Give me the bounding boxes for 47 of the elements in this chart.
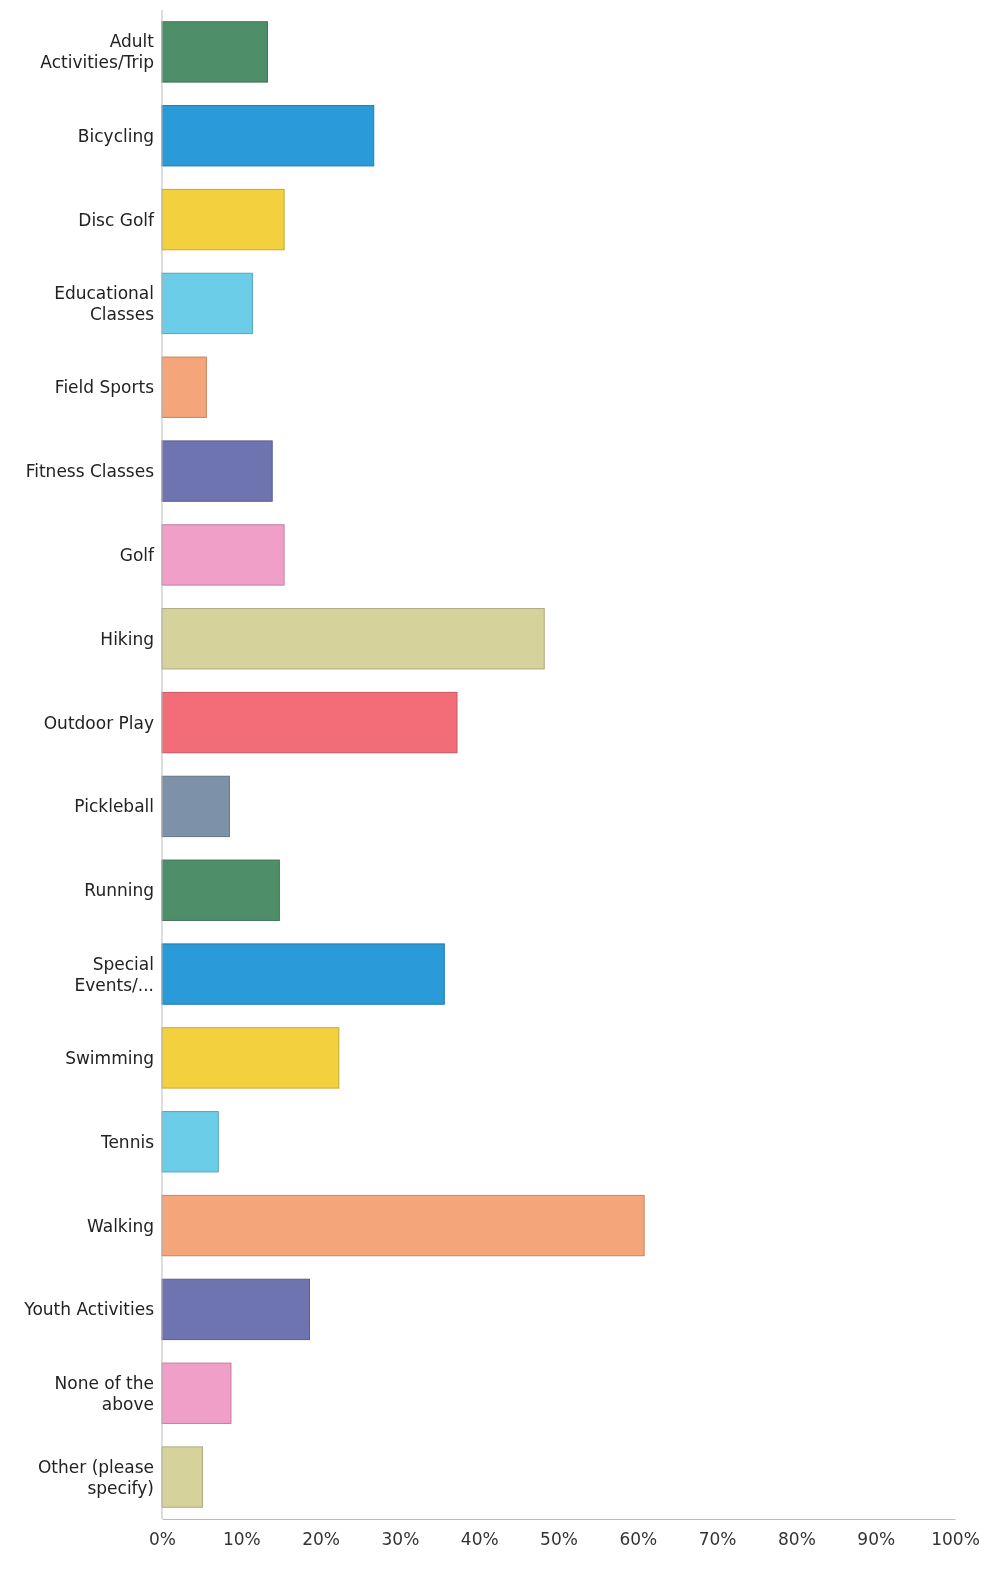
y-tick-label: Outdoor Play <box>43 712 154 733</box>
y-tick-label: Youth Activities <box>23 1299 155 1320</box>
bar <box>161 608 545 670</box>
y-tick-label: Golf <box>119 544 155 565</box>
y-tick-label: Adult Activities/Trip <box>40 31 155 73</box>
x-tick-label: 30% <box>381 1529 420 1550</box>
bar <box>161 1194 645 1257</box>
bar <box>161 188 285 251</box>
y-tick-label: Other (please specify) <box>37 1456 154 1498</box>
x-tick-label: 90% <box>857 1529 896 1550</box>
y-tick-label: Hiking <box>100 628 154 649</box>
y-tick-label: Bicycling <box>77 125 154 146</box>
y-tick-label: Special Events/... <box>74 953 154 995</box>
y-tick-label: Walking <box>87 1215 154 1236</box>
x-tick-label: 40% <box>460 1529 499 1550</box>
x-tick-label: 70% <box>698 1529 737 1550</box>
bar <box>161 691 458 754</box>
y-tick-label: None of the above <box>54 1372 154 1414</box>
bar <box>161 943 445 1005</box>
x-tick-label: 20% <box>302 1529 340 1550</box>
y-tick-label: Running <box>84 880 154 901</box>
bar <box>161 105 375 167</box>
x-tick-label: 60% <box>619 1529 658 1550</box>
bar <box>161 859 280 921</box>
bar <box>161 524 285 586</box>
bar <box>161 440 273 502</box>
x-tick-label: 0% <box>149 1529 176 1550</box>
bar <box>161 1446 203 1508</box>
y-tick-label: Educational Classes <box>54 282 155 324</box>
x-tick-label: 10% <box>222 1529 261 1550</box>
bar <box>161 1027 340 1089</box>
y-tick-label: Field Sports <box>54 377 155 398</box>
x-tick-label: 80% <box>778 1529 816 1550</box>
bar <box>161 1111 219 1173</box>
bar <box>161 1362 232 1424</box>
bar <box>161 21 268 83</box>
y-tick-label: Disc Golf <box>78 209 156 230</box>
y-tick-label: Tennis <box>99 1131 155 1152</box>
bar <box>161 775 230 838</box>
bar <box>161 1278 310 1341</box>
y-tick-label: Swimming <box>65 1047 154 1068</box>
y-tick-label: Pickleball <box>74 796 154 817</box>
bar <box>161 356 207 418</box>
x-tick-label: 50% <box>540 1529 578 1550</box>
x-tick-label: 100% <box>931 1529 980 1550</box>
bar <box>161 272 253 335</box>
y-tick-label: Fitness Classes <box>25 461 155 482</box>
